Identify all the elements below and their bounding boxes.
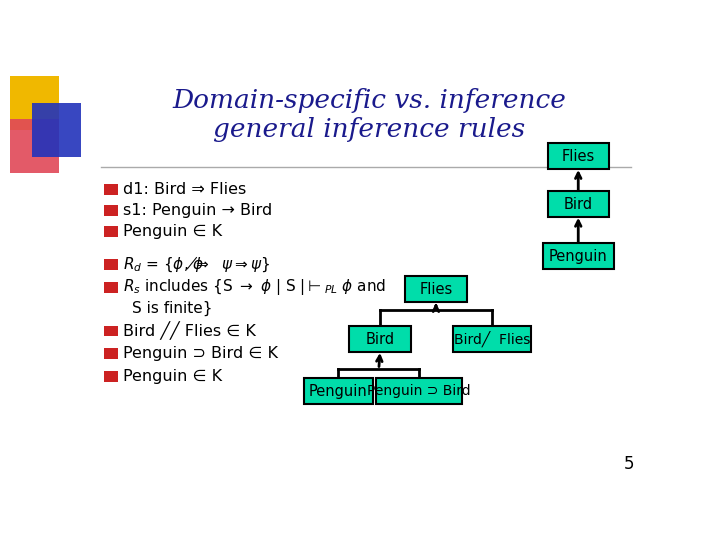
Text: Domain-specific vs. inference: Domain-specific vs. inference: [172, 87, 566, 113]
Text: Penguin ⊃ Bird: Penguin ⊃ Bird: [367, 384, 471, 398]
Text: $R_s$ includes {S $\rightarrow$ $\phi$ | S |$\vdash_{PL}$ $\phi$ and: $R_s$ includes {S $\rightarrow$ $\phi$ |…: [124, 277, 387, 297]
FancyBboxPatch shape: [349, 326, 411, 352]
FancyBboxPatch shape: [104, 205, 119, 216]
Text: Bird: Bird: [564, 197, 593, 212]
Text: Flies: Flies: [419, 282, 453, 297]
FancyBboxPatch shape: [547, 191, 609, 217]
Text: d1: Bird ⇒ Flies: d1: Bird ⇒ Flies: [124, 182, 247, 197]
FancyBboxPatch shape: [104, 226, 119, 237]
FancyBboxPatch shape: [376, 379, 462, 404]
Text: S is finite}: S is finite}: [132, 300, 212, 316]
Text: Penguin: Penguin: [309, 384, 368, 399]
Text: Penguin: Penguin: [549, 248, 608, 264]
FancyBboxPatch shape: [304, 379, 373, 404]
FancyBboxPatch shape: [547, 144, 609, 169]
FancyBboxPatch shape: [104, 371, 119, 382]
Text: Penguin ⊃ Bird ∈ K: Penguin ⊃ Bird ∈ K: [124, 346, 279, 361]
FancyBboxPatch shape: [453, 326, 531, 352]
FancyBboxPatch shape: [104, 282, 119, 293]
Text: Bird╱  Flies: Bird╱ Flies: [454, 331, 530, 347]
Text: Flies: Flies: [562, 149, 595, 164]
FancyBboxPatch shape: [104, 184, 119, 195]
Text: Bird: Bird: [366, 332, 395, 347]
FancyBboxPatch shape: [543, 243, 614, 269]
FancyBboxPatch shape: [104, 326, 119, 336]
Text: s1: Penguin → Bird: s1: Penguin → Bird: [124, 203, 273, 218]
FancyBboxPatch shape: [104, 348, 119, 359]
FancyBboxPatch shape: [104, 259, 119, 270]
Text: Penguin ∈ K: Penguin ∈ K: [124, 224, 222, 239]
Text: general inference rules: general inference rules: [213, 117, 525, 141]
Text: 5: 5: [624, 455, 634, 473]
FancyBboxPatch shape: [405, 276, 467, 302]
Text: Bird ╱╱ Flies ∈ K: Bird ╱╱ Flies ∈ K: [124, 321, 256, 340]
Text: $R_d$ = {$\phi$, $\phi$$\!\!\not\!\!\Rightarrow$  $\psi$$\Rightarrow$$\psi$}: $R_d$ = {$\phi$, $\phi$$\!\!\not\!\!\Rig…: [124, 255, 271, 274]
Text: Penguin ∈ K: Penguin ∈ K: [124, 369, 222, 384]
